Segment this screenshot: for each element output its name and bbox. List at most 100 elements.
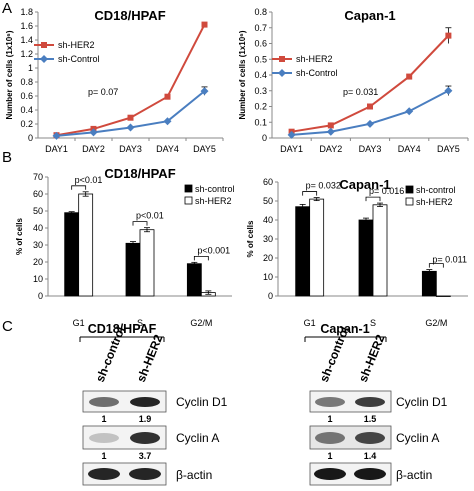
x-tick-label: S [370,318,376,328]
p-value-annotation: p= 0.031 [343,87,378,97]
data-point [200,87,209,96]
data-point [126,123,135,132]
y-tick-label: 0.4 [254,70,267,80]
y-tick-label: 70 [33,172,43,182]
y-axis-label: % of cells [15,218,24,255]
band-cyclin-a-lane1 [315,432,345,444]
band-value: 1 [101,451,106,461]
y-tick-label: 30 [33,240,43,250]
band-value: 1.4 [364,451,377,461]
y-tick-label: 20 [263,253,273,263]
bar [435,295,451,297]
band-beta-actin-lane1 [88,468,120,480]
y-tick-label: 60 [263,177,273,187]
protein-label-cyclin-d1: Cyclin D1 [396,395,448,409]
legend-swatch [184,196,193,205]
x-tick-label: DAY2 [319,144,342,154]
y-tick-label: 0.2 [254,102,267,112]
p-value-annotation: p= 0.07 [88,87,118,97]
x-tick-label: DAY5 [193,144,216,154]
bar [139,229,155,297]
data-point [326,127,335,136]
x-tick-label: DAY3 [359,144,382,154]
y-axis-label: Number of cells (1x10⁶) [5,30,14,119]
bar [186,263,202,297]
y-tick-label: 1 [28,63,33,73]
y-tick-label: 0.4 [20,105,33,115]
band-cyclin-d1-lane2 [130,397,160,407]
y-tick-label: 1.6 [20,21,33,31]
y-tick-label: 10 [263,272,273,282]
band-cyclin-a-lane2 [130,432,160,444]
band-value: 1 [327,451,332,461]
y-tick-label: 30 [263,234,273,244]
data-point [445,32,452,39]
y-tick-label: 0 [262,133,267,143]
data-point [164,93,171,100]
data-point [52,131,61,140]
chart-title: CD18/HPAF [94,8,165,23]
legend-label: sh-HER2 [58,40,95,50]
significance-bracket [302,191,318,196]
data-point [127,114,134,121]
bar [421,270,437,297]
p-value-label: p<0.01 [136,211,164,221]
data-point [327,122,334,129]
significance-bracket [132,221,148,226]
band-value: 1.5 [364,414,377,424]
y-tick-label: 60 [33,189,43,199]
y-tick-label: 50 [263,196,273,206]
blot-title: CD18/HPAF [88,322,157,336]
data-point [444,86,453,95]
y-tick-label: 1.2 [20,49,33,59]
bar [372,204,388,297]
protein-label-cyclin-a: Cyclin A [176,431,219,445]
band-value: 1 [101,414,106,424]
data-point [163,117,172,126]
x-tick-label: G2/M [190,318,212,328]
data-point [406,73,413,80]
chart-title: Capan-1 [339,177,390,192]
band-cyclin-a-lane1 [89,433,119,443]
legend-swatch [405,185,414,194]
y-tick-label: 0.6 [254,39,267,49]
lane-label-sh-her2: sh-HER2 [134,332,166,384]
x-tick-label: DAY2 [82,144,105,154]
bar [295,206,311,297]
y-tick-label: 0 [268,291,273,301]
p-value-label: p= 0.032 [306,181,341,191]
y-tick-label: 0.3 [254,86,267,96]
data-point [287,130,296,139]
legend-label: sh-Control [58,54,100,64]
data-point [201,21,208,28]
protein-label-beta-actin: β-actin [176,468,212,482]
bar [125,242,141,297]
legend-label: sh-control [195,184,235,194]
legend-label: sh-HER2 [296,54,333,64]
y-axis-label: % of cells [246,220,255,257]
y-tick-label: 40 [33,223,43,233]
blot-cd18-hpaf: CD18/HPAF sh-control sh-HER2 Cyclin D1 1… [79,322,228,486]
bar-chart-capan-1: 0 10 20 30 40 50 60 % of cells Capan-1 G1 p= 0.032… [246,177,468,328]
x-tick-label: DAY5 [437,144,460,154]
legend-swatch [184,184,193,193]
protein-label-cyclin-d1: Cyclin D1 [176,395,228,409]
p-value-label: p= 0.016 [369,186,404,196]
y-tick-label: 0.8 [254,7,267,17]
legend-marker [40,55,48,63]
legend-label: sh-Control [296,68,338,78]
panel-label-c: C [2,318,13,335]
legend-marker [41,42,47,48]
p-value-label: p<0.01 [75,175,103,185]
legend-marker [278,69,286,77]
chart-title: CD18/HPAF [104,166,175,181]
band-beta-actin-lane1 [314,468,346,480]
x-tick-label: G2/M [425,318,447,328]
p-value-label: p<0.001 [197,245,230,255]
data-point [367,103,373,110]
y-tick-label: 0.8 [20,77,33,87]
x-tick-label: S [137,318,143,328]
y-tick-label: 0.6 [20,91,33,101]
band-cyclin-a-lane2 [355,432,385,444]
